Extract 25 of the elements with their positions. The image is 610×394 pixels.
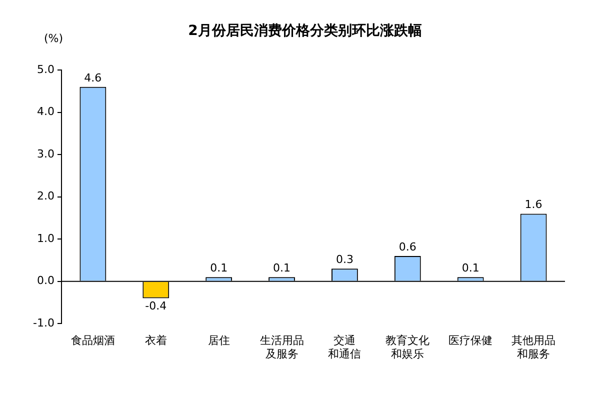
data-label: 0.1 — [462, 261, 480, 274]
x-tick-label: 生活用品及服务 — [260, 334, 304, 360]
x-tick-label: 衣着 — [144, 334, 167, 348]
y-tick-label: 1.0 — [36, 232, 54, 245]
y-tick-label: 5.0 — [36, 62, 54, 76]
data-label: 0.3 — [336, 253, 354, 266]
y-tick-label: 0.0 — [36, 274, 54, 288]
x-tick-label: 教育文化和娱乐 — [386, 334, 430, 360]
data-label: 0.1 — [210, 261, 228, 274]
x-tick-label: 其他用品和服务 — [512, 334, 556, 360]
y-tick-label: -1.0 — [32, 316, 54, 330]
data-label: 1.6 — [524, 198, 542, 212]
data-label: 4.6 — [84, 71, 102, 84]
x-tick-label: 食品烟酒 — [70, 334, 115, 348]
y-tick-label: 4.0 — [36, 105, 54, 118]
data-label: -0.4 — [145, 300, 167, 313]
data-label: 0.6 — [398, 240, 416, 254]
x-tick-label: 交通和通信 — [328, 334, 362, 360]
y-axis-title: (%) — [44, 32, 64, 45]
x-tick-label: 医疗保健 — [448, 334, 493, 348]
x-tick-label: 居住 — [208, 334, 230, 348]
y-tick-label: 2.0 — [36, 190, 54, 203]
chart-title: 2月份居民消费价格分类别环比涨跌幅 — [188, 23, 422, 39]
data-label: 0.1 — [273, 261, 291, 274]
y-tick-label: 3.0 — [36, 147, 54, 160]
